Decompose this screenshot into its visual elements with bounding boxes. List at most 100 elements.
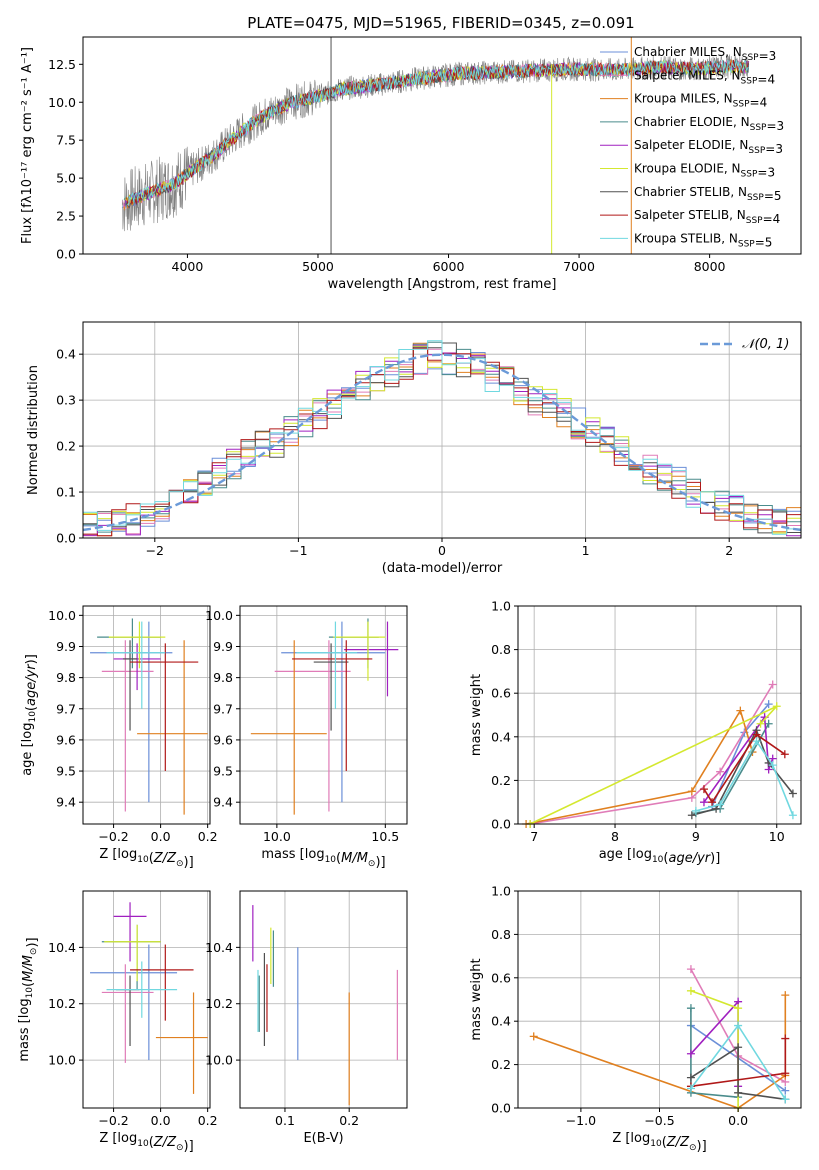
axes-frame xyxy=(239,605,408,825)
y-tick-label: 10.0 xyxy=(205,608,233,623)
y-tick-label: 0.4 xyxy=(56,347,76,362)
y-axis-label: age [log10(age/yr)] xyxy=(20,654,39,776)
y-tick-label: 9.4 xyxy=(56,795,76,810)
y-tick-label: 9.7 xyxy=(56,701,76,716)
mass-weight-point xyxy=(780,750,789,759)
y-tick-label: 9.5 xyxy=(213,764,233,779)
x-tick-label: 2 xyxy=(725,543,733,558)
legend: Chabrier MILES, NSSP=3 Salpeter MILES, NS… xyxy=(600,45,784,249)
x-axis-label: E(B-V) xyxy=(303,1131,343,1146)
y-tick-label: 1.0 xyxy=(491,599,511,614)
mass-weight-point xyxy=(691,806,700,815)
panel-0: 4000 5000 6000 7000 8000 0.0 2.5 5.0 7.5 10.0 12.5… xyxy=(20,36,802,292)
panel-1: −2 −1 0 1 2 0.0 0.1 0.2 0.3 0.4 (data-model)/error… xyxy=(26,321,802,576)
x-tick-label: −0.5 xyxy=(644,1113,674,1128)
mass-weight-point xyxy=(734,1043,743,1052)
x-tick-label: 10 xyxy=(769,829,785,844)
legend-label: Chabrier STELIB, NSSP=5 xyxy=(634,185,782,203)
mass-weight-point xyxy=(687,787,696,796)
axes-frame xyxy=(239,890,408,1109)
y-tick-label: 9.4 xyxy=(213,795,233,810)
x-tick-label: 9 xyxy=(692,829,700,844)
axes-frame xyxy=(82,36,802,255)
y-tick-label: 9.6 xyxy=(213,732,233,747)
mass-weight-point xyxy=(686,1073,695,1082)
mass-weight-line xyxy=(703,733,786,804)
plot-area xyxy=(240,891,407,1108)
y-tick-label: 5.0 xyxy=(56,171,76,186)
y-tick-label: 7.5 xyxy=(56,133,76,148)
x-tick-label: 6000 xyxy=(433,259,465,274)
mass-weight-line xyxy=(529,684,774,825)
plot-area xyxy=(83,891,210,1108)
x-tick-label: 0 xyxy=(438,543,446,558)
mass-weight-point xyxy=(772,702,781,711)
y-tick-label: 0.2 xyxy=(491,773,511,788)
axes-frame xyxy=(82,605,211,825)
y-axis-label: mass weight xyxy=(469,958,484,1040)
mass-weight-point xyxy=(734,1004,743,1013)
y-tick-label: 1.0 xyxy=(491,884,511,899)
mass-weight-point xyxy=(756,719,765,728)
y-tick-label: 10.2 xyxy=(205,996,233,1011)
x-tick-label: 0.2 xyxy=(198,829,218,844)
axes-frame xyxy=(82,890,211,1109)
x-axis-label: wavelength [Angstrom, rest frame] xyxy=(328,277,557,292)
x-tick-label: 0.0 xyxy=(151,829,171,844)
y-tick-label: 10.4 xyxy=(48,940,76,955)
x-tick-label: −0.2 xyxy=(98,829,128,844)
x-tick-label: 0.0 xyxy=(151,1113,171,1128)
legend-label: 𝒩(0, 1) xyxy=(742,337,789,352)
y-axis-label: Flux [fλ10⁻¹⁷ erg cm⁻² s⁻¹ A⁻¹] xyxy=(20,47,35,244)
mass-weight-line xyxy=(690,1045,786,1101)
y-tick-label: 0.4 xyxy=(491,1014,511,1029)
mass-weight-point xyxy=(764,719,773,728)
mass-weight-line xyxy=(703,714,774,803)
x-axis-label: mass [log10(M/M⊙)] xyxy=(261,847,385,870)
y-axis-label: Normed distribution xyxy=(26,365,41,495)
legend-label: Salpeter ELODIE, NSSP=3 xyxy=(634,138,783,156)
x-tick-label: −1 xyxy=(289,543,307,558)
x-tick-label: 7 xyxy=(530,829,538,844)
mass-weight-point xyxy=(752,737,761,746)
y-tick-label: 0.3 xyxy=(56,393,76,408)
y-tick-label: 9.8 xyxy=(213,670,233,685)
x-tick-label: 5000 xyxy=(302,259,334,274)
y-tick-label: 0.6 xyxy=(491,686,511,701)
y-tick-label: 9.9 xyxy=(213,639,233,654)
legend-label: Chabrier ELODIE, NSSP=3 xyxy=(634,115,784,133)
mass-weight-point xyxy=(708,798,717,807)
y-tick-label: 10.0 xyxy=(48,95,76,110)
legend-label: Kroupa MILES, NSSP=4 xyxy=(634,92,767,110)
y-tick-label: 0.0 xyxy=(56,531,76,546)
mass-weight-point xyxy=(686,1049,695,1058)
panel-5: −0.2 0.0 0.2 10.0 10.2 10.4 Z [log10(Z/Z⊙)] mas… xyxy=(17,890,218,1154)
mass-weight-point xyxy=(734,1021,743,1030)
y-tick-label: 0.1 xyxy=(56,485,76,500)
x-tick-label: 7000 xyxy=(563,259,595,274)
mass-weight-point xyxy=(716,800,725,809)
mass-weight-point xyxy=(781,1095,790,1104)
mass-weight-point xyxy=(768,761,777,770)
legend-label: Salpeter STELIB, NSSP=4 xyxy=(634,208,780,226)
y-tick-label: 2.5 xyxy=(56,209,76,224)
mass-weight-point xyxy=(788,811,797,820)
y-tick-label: 0.4 xyxy=(491,729,511,744)
x-tick-label: 10.0 xyxy=(263,829,291,844)
legend-label: Chabrier MILES, NSSP=3 xyxy=(634,45,776,63)
x-axis-label: Z [log10(Z/Z⊙)] xyxy=(99,1131,193,1154)
mass-weight-point xyxy=(781,1086,790,1095)
y-tick-label: 10.0 xyxy=(48,1053,76,1068)
y-tick-label: 0.0 xyxy=(56,247,76,262)
y-tick-label: 0.8 xyxy=(491,927,511,942)
y-tick-label: 10.0 xyxy=(205,1053,233,1068)
mass-weight-point xyxy=(781,991,790,1000)
mass-weight-point xyxy=(687,811,696,820)
mass-weight-point xyxy=(781,1069,790,1078)
x-axis-label: (data-model)/error xyxy=(382,561,503,576)
panel-6: 0.1 0.2 10.0 10.2 10.4 E(B-V) xyxy=(205,890,408,1146)
y-tick-label: 0.2 xyxy=(56,439,76,454)
panel-3: 10.0 10.5 9.4 9.5 9.6 9.7 9.8 9.9 10.0 mass [log1… xyxy=(205,605,408,870)
y-tick-label: 9.9 xyxy=(56,639,76,654)
x-tick-label: 10.5 xyxy=(371,829,399,844)
